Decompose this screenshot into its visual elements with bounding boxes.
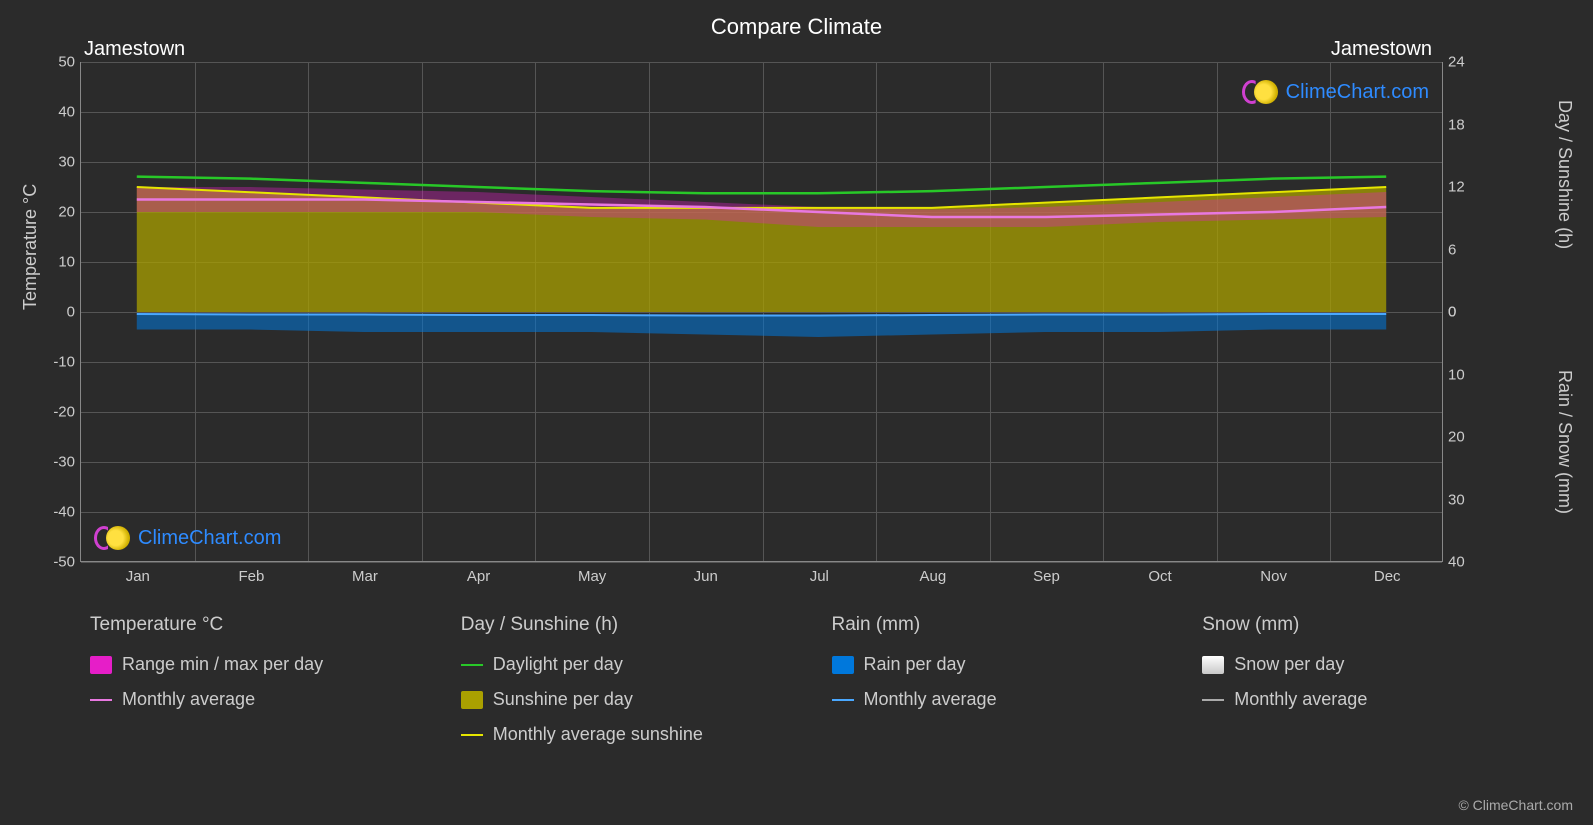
x-tick: Feb	[238, 568, 264, 585]
x-tick: Mar	[352, 568, 378, 585]
legend-rain: Rain (mm) Rain per day Monthly average	[832, 614, 1163, 745]
y-tick-left: 20	[33, 204, 75, 221]
y-tick-left: -20	[33, 404, 75, 421]
x-tick: Oct	[1148, 568, 1171, 585]
y-tick-left: -30	[33, 454, 75, 471]
y-tick-right-lower: 0	[1448, 304, 1478, 321]
x-tick: Dec	[1374, 568, 1401, 585]
y-tick-left: -40	[33, 504, 75, 521]
y-tick-left: 10	[33, 254, 75, 271]
legend-sunshine: Sunshine per day	[461, 689, 792, 710]
y-tick-left: -10	[33, 354, 75, 371]
y-tick-right-lower: 20	[1448, 429, 1478, 446]
y-tick-right-upper: 6	[1448, 241, 1478, 258]
y-tick-right-lower: 30	[1448, 491, 1478, 508]
location-left: Jamestown	[84, 38, 185, 61]
x-tick: Jun	[694, 568, 718, 585]
legend-snow-header: Snow (mm)	[1202, 614, 1533, 636]
legend-day-sunshine: Day / Sunshine (h) Daylight per day Suns…	[461, 614, 792, 745]
y-tick-left: 50	[33, 54, 75, 71]
y-tick-right-upper: 18	[1448, 116, 1478, 133]
chart-title: Compare Climate	[0, 0, 1593, 40]
y-tick-left: -50	[33, 554, 75, 571]
y-tick-left: 0	[33, 304, 75, 321]
x-tick: May	[578, 568, 606, 585]
legend-daylight: Daylight per day	[461, 654, 792, 675]
y-axis-right-upper-label: Day / Sunshine (h)	[1554, 100, 1575, 249]
legend-rain-perday: Rain per day	[832, 654, 1163, 675]
legend-sunshine-avg: Monthly average sunshine	[461, 724, 792, 745]
chart-plot-area: 50403020100-10-20-30-40-5024181260010203…	[80, 62, 1443, 562]
legend: Temperature °C Range min / max per day M…	[90, 614, 1533, 745]
legend-day-header: Day / Sunshine (h)	[461, 614, 792, 636]
y-tick-right-lower: 40	[1448, 554, 1478, 571]
copyright: © ClimeChart.com	[1458, 797, 1573, 813]
legend-temp-range: Range min / max per day	[90, 654, 421, 675]
legend-snow-avg: Monthly average	[1202, 689, 1533, 710]
y-axis-right-lower-label: Rain / Snow (mm)	[1554, 370, 1575, 514]
x-tick: Sep	[1033, 568, 1060, 585]
x-tick: Jan	[126, 568, 150, 585]
legend-temp-avg: Monthly average	[90, 689, 421, 710]
y-tick-left: 40	[33, 104, 75, 121]
x-tick: Aug	[920, 568, 947, 585]
x-tick: Nov	[1260, 568, 1287, 585]
x-tick: Jul	[810, 568, 829, 585]
y-tick-right-upper: 12	[1448, 179, 1478, 196]
legend-rain-header: Rain (mm)	[832, 614, 1163, 636]
y-tick-right-upper: 24	[1448, 54, 1478, 71]
legend-snow-perday: Snow per day	[1202, 654, 1533, 675]
y-tick-right-lower: 10	[1448, 366, 1478, 383]
x-tick: Apr	[467, 568, 490, 585]
legend-temp-header: Temperature °C	[90, 614, 421, 636]
location-right: Jamestown	[1331, 38, 1432, 61]
legend-temperature: Temperature °C Range min / max per day M…	[90, 614, 421, 745]
legend-rain-avg: Monthly average	[832, 689, 1163, 710]
y-tick-left: 30	[33, 154, 75, 171]
legend-snow: Snow (mm) Snow per day Monthly average	[1202, 614, 1533, 745]
